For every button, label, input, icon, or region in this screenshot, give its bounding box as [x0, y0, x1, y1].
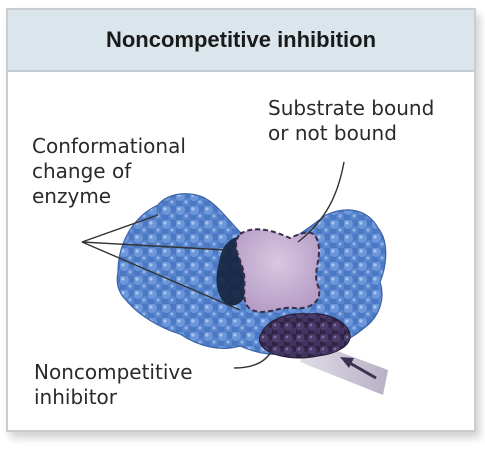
enzyme-illustration [81, 161, 388, 395]
arrowhead-icon [340, 357, 354, 368]
figure-header: Noncompetitive inhibition [8, 10, 474, 72]
conformational-change-label: Conformational change of enzyme [32, 134, 186, 208]
leader-lines-conformational [81, 214, 241, 311]
leader-line-substrate [297, 161, 345, 243]
figure-panel: Noncompetitive inhibition [6, 8, 476, 432]
inhibitor-molecule [258, 313, 351, 359]
substrate-label: Substrate bound or not bound [268, 96, 435, 145]
inhibitor-arrow-icon [347, 360, 377, 380]
inhibitor-label: Noncompetitive inhibitor [34, 360, 193, 409]
figure-title: Noncompetitive inhibition [105, 27, 377, 52]
leader-line-inhibitor [233, 349, 273, 369]
substrate-site [235, 228, 321, 313]
